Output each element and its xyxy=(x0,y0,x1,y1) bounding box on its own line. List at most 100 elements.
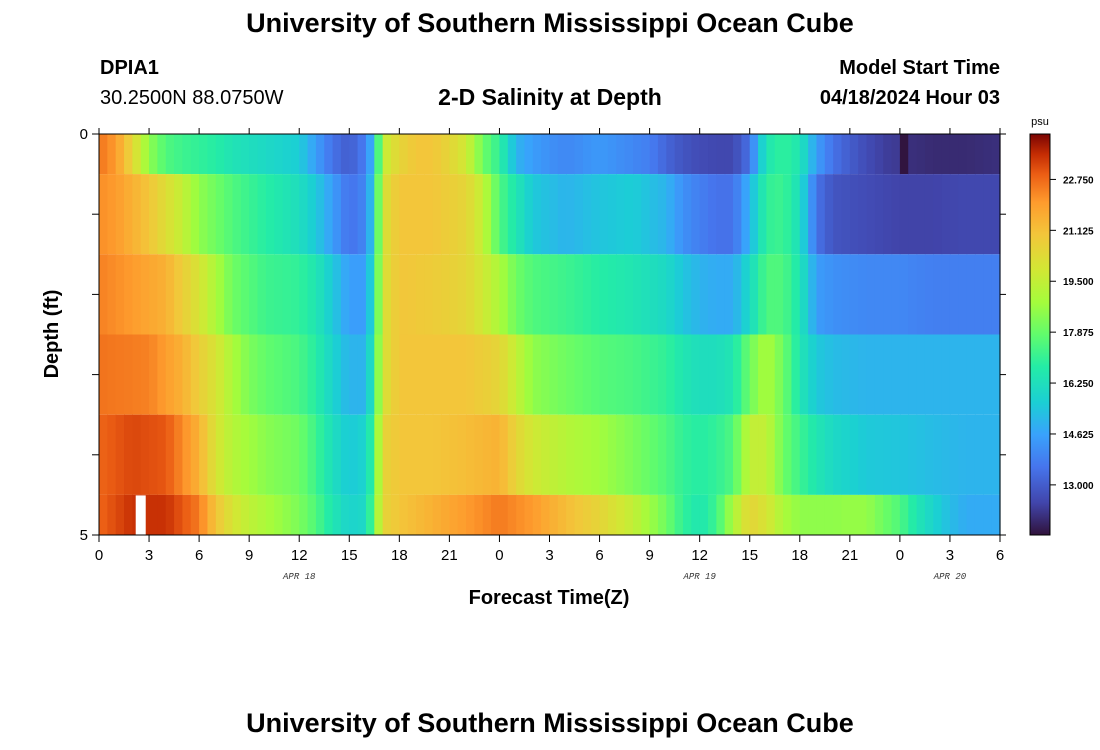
heatmap-cell xyxy=(924,174,934,255)
heatmap-cell xyxy=(983,414,993,495)
heatmap-cell xyxy=(632,254,642,335)
heatmap-cell xyxy=(849,494,859,535)
heatmap-cell xyxy=(249,254,259,335)
heatmap-cell xyxy=(441,414,450,495)
heatmap-cell xyxy=(315,414,325,495)
x-axis: 0 3 6 9 12 15 18 21 0 3 6 9 12 15 18 21 0 3 6 APR 18 APR 19 A… xyxy=(95,128,1004,582)
heatmap-cell xyxy=(357,334,367,415)
heatmap-cell xyxy=(549,494,559,535)
heatmap-cell xyxy=(416,494,425,535)
colorbar-tick-label: 13.000 xyxy=(1063,481,1094,492)
heatmap-cell xyxy=(357,174,367,255)
heatmap-cell xyxy=(157,494,167,535)
heatmap-cell xyxy=(324,494,334,535)
heatmap-cell xyxy=(449,254,459,335)
heatmap-cell xyxy=(332,134,342,175)
heatmap-cell xyxy=(416,414,425,495)
heatmap-cell xyxy=(474,254,484,335)
heatmap-cell xyxy=(140,334,150,415)
heatmap-cell xyxy=(382,254,392,335)
heatmap-cell xyxy=(491,254,501,335)
heatmap-cell xyxy=(582,174,592,255)
heatmap-cell xyxy=(232,134,242,175)
heatmap-cell xyxy=(507,134,517,175)
heatmap-cell xyxy=(966,334,976,415)
heatmap-cell xyxy=(966,414,976,495)
heatmap-cell xyxy=(299,134,309,175)
heatmap-cell xyxy=(949,414,959,495)
heatmap-cell xyxy=(282,414,292,495)
heatmap-cell xyxy=(916,174,926,255)
heatmap-cell xyxy=(624,494,634,535)
heatmap-cell xyxy=(766,494,776,535)
heatmap-cell xyxy=(691,174,701,255)
x-tick-label: 18 xyxy=(391,547,408,564)
heatmap-cell xyxy=(416,254,425,335)
heatmap-cell xyxy=(766,134,776,175)
heatmap-cell xyxy=(649,134,659,175)
heatmap-cell xyxy=(733,494,742,535)
heatmap-cell xyxy=(441,334,450,415)
heatmap-cell xyxy=(174,134,184,175)
heatmap-cell xyxy=(733,174,742,255)
heatmap-cell xyxy=(649,174,659,255)
heatmap-cell xyxy=(983,134,993,175)
heatmap-cell xyxy=(774,414,784,495)
heatmap-cell xyxy=(824,334,834,415)
heatmap-cell xyxy=(624,254,634,335)
heatmap-cell xyxy=(390,494,400,535)
heatmap-cell xyxy=(499,494,509,535)
heatmap-cell xyxy=(340,334,350,415)
heatmap-cell xyxy=(382,334,392,415)
heatmap-cell xyxy=(766,174,776,255)
heatmap-cell xyxy=(532,254,542,335)
heatmap-cell xyxy=(274,494,284,535)
heatmap-cell xyxy=(365,334,375,415)
heatmap-cell xyxy=(758,134,767,175)
heatmap-cell xyxy=(816,134,826,175)
heatmap-cell xyxy=(607,414,617,495)
heatmap-cell xyxy=(474,414,484,495)
heatmap-cell xyxy=(774,494,784,535)
date-label: APR 19 xyxy=(682,572,716,582)
heatmap-cell xyxy=(249,174,259,255)
heatmap-cell xyxy=(616,254,626,335)
heatmap-cell xyxy=(482,254,492,335)
heatmap-cell xyxy=(474,334,484,415)
heatmap-cell xyxy=(449,134,459,175)
heatmap-cell xyxy=(699,494,709,535)
heatmap-cell xyxy=(574,494,584,535)
heatmap-cell xyxy=(924,334,934,415)
heatmap-cell xyxy=(808,334,818,415)
heatmap-cell xyxy=(958,174,968,255)
heatmap-cell xyxy=(649,414,659,495)
heatmap-cell xyxy=(499,174,509,255)
heatmap-cell xyxy=(949,494,959,535)
heatmap-cell xyxy=(182,134,192,175)
heatmap-cell xyxy=(466,494,476,535)
heatmap-cell xyxy=(741,494,751,535)
heatmap-cell xyxy=(457,134,467,175)
heatmap-cell xyxy=(240,494,250,535)
heatmap-cell xyxy=(199,414,209,495)
heatmap-cell xyxy=(457,414,467,495)
heatmap-cell xyxy=(958,334,968,415)
x-tick-label: 0 xyxy=(896,547,904,564)
heatmap-cell xyxy=(349,334,359,415)
heatmap-cell xyxy=(691,414,701,495)
heatmap-cell xyxy=(824,174,834,255)
heatmap-cell xyxy=(207,134,217,175)
heatmap-cell xyxy=(783,334,793,415)
heatmap-cell xyxy=(724,494,734,535)
heatmap-cell xyxy=(958,494,968,535)
heatmap-cell xyxy=(632,414,642,495)
heatmap-cell xyxy=(866,254,876,335)
heatmap-cell xyxy=(190,254,200,335)
heatmap-cell xyxy=(791,134,801,175)
heatmap-cell xyxy=(599,134,609,175)
heatmap-cell xyxy=(215,334,225,415)
heatmap-cell xyxy=(924,134,934,175)
heatmap-cell xyxy=(858,414,868,495)
heatmap-cell xyxy=(891,494,901,535)
heatmap-cell xyxy=(816,334,826,415)
